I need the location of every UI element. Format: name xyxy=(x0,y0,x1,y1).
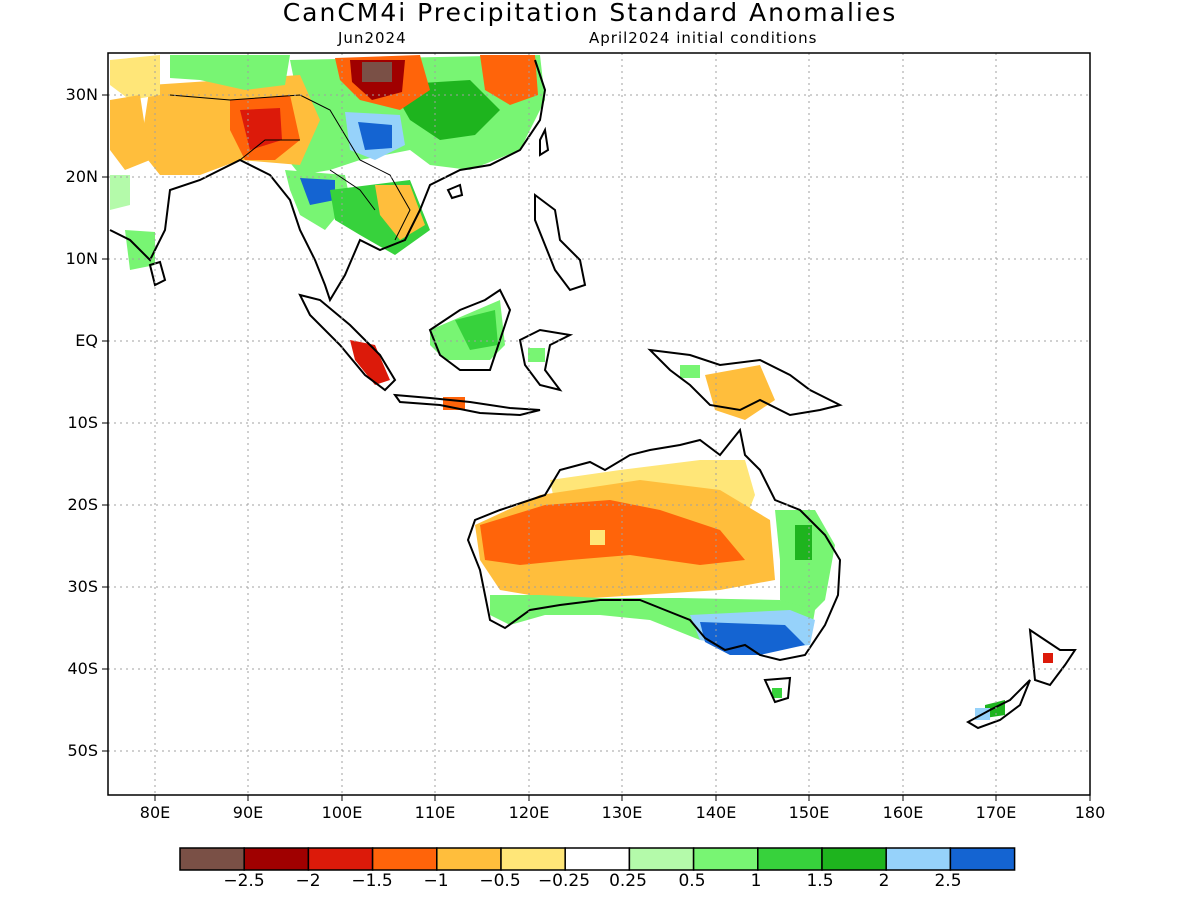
lat-label-50s: 50S xyxy=(67,741,98,760)
hainan-coast xyxy=(446,183,464,200)
lon-label-120e: 120E xyxy=(508,803,550,822)
new-zealand-dry xyxy=(1043,653,1053,663)
lat-label-20s: 20S xyxy=(67,495,98,514)
south-china-dry-core xyxy=(362,62,392,82)
gridlines xyxy=(108,53,1090,795)
colorbar-swatch xyxy=(307,847,374,871)
tick-marks xyxy=(102,94,1091,801)
coastlines xyxy=(109,59,1077,730)
lat-label-20n: 20N xyxy=(65,167,98,186)
tasmania-wet xyxy=(772,688,782,698)
sumatra-dry xyxy=(350,340,390,385)
east-australia-wet xyxy=(775,510,835,615)
colorbar-swatch xyxy=(628,847,695,871)
lon-label-140e: 140E xyxy=(695,803,737,822)
lon-label-80e: 80E xyxy=(139,803,171,822)
new-guinea-wet xyxy=(680,365,700,378)
java-coast xyxy=(392,393,541,417)
northeast-china-dry xyxy=(480,55,538,105)
colorbar-swatch xyxy=(821,847,887,871)
philippines-coast xyxy=(534,193,587,292)
borneo-wet-core xyxy=(455,310,498,350)
borders xyxy=(169,94,411,241)
myanmar-wet-core xyxy=(300,178,335,205)
new-guinea-coast xyxy=(647,348,843,417)
australia-coast xyxy=(466,427,842,662)
lon-label-170e: 170E xyxy=(975,803,1017,822)
yunnan-wet-core xyxy=(358,122,392,150)
lat-label-30n: 30N xyxy=(65,85,98,104)
initial-conditions-label: April2024 initial conditions xyxy=(589,29,818,47)
colorbar-label: −2 xyxy=(295,871,321,891)
india-dry-west-2 xyxy=(110,95,150,170)
colorbar-label: −2.5 xyxy=(223,871,265,891)
sulawesi-coast xyxy=(518,328,574,392)
colorbar-label: 1 xyxy=(750,871,762,891)
lon-label-150e: 150E xyxy=(788,803,830,822)
himalaya-wet xyxy=(170,55,290,90)
colorbar-label: −1.5 xyxy=(351,871,393,891)
australia-interior-dry-core xyxy=(480,500,745,565)
lon-label-90e: 90E xyxy=(232,803,264,822)
colorbar-swatch xyxy=(371,847,438,871)
colorbar-label: 0.25 xyxy=(609,871,647,891)
colorbar-swatch xyxy=(949,847,1016,871)
east-australia-wet-core xyxy=(795,525,812,560)
colorbar-label: −1 xyxy=(423,871,449,891)
colorbar-swatch xyxy=(500,847,566,871)
lat-label-10s: 10S xyxy=(67,413,98,432)
new-zealand-south xyxy=(965,679,1031,730)
colorbar-swatch xyxy=(564,847,631,871)
colorbar-swatch xyxy=(436,847,502,871)
borneo-coast xyxy=(428,288,512,371)
colorbar-swatch xyxy=(243,847,310,871)
sumatra-coast xyxy=(298,293,397,392)
colorbar-label: 2 xyxy=(878,871,890,891)
asia-coast xyxy=(109,59,547,303)
colorbar-label: 0.5 xyxy=(678,871,706,891)
lat-label-40s: 40S xyxy=(67,659,98,678)
lon-label-130e: 130E xyxy=(601,803,643,822)
tasmania-coast xyxy=(763,676,792,704)
colorbar-label: −0.5 xyxy=(479,871,521,891)
lat-label-30s: 30S xyxy=(67,577,98,596)
southeast-australia-wet-core xyxy=(700,622,805,655)
lon-label-180: 180 xyxy=(1074,803,1106,822)
colorbar-swatch xyxy=(692,847,759,871)
new-zealand-north xyxy=(1028,627,1077,687)
colorbar-swatch xyxy=(885,847,952,871)
colorbar-swatch xyxy=(179,847,245,871)
australia-center-neutral xyxy=(590,530,605,545)
sulawesi-wet xyxy=(528,348,545,362)
lon-label-100e: 100E xyxy=(321,803,363,822)
colorbar-label: 1.5 xyxy=(806,871,834,891)
taiwan-coast xyxy=(539,126,550,157)
colorbar-swatch xyxy=(757,847,823,871)
lon-label-160e: 160E xyxy=(882,803,924,822)
sri-lanka-coast xyxy=(148,260,167,287)
lat-label-eq: EQ xyxy=(75,331,98,350)
lon-label-110e: 110E xyxy=(414,803,456,822)
anomaly-field xyxy=(110,55,1053,720)
chart-title: CanCM4i Precipitation Standard Anomalies xyxy=(282,0,898,27)
colorbar-label: −0.25 xyxy=(537,871,591,891)
colorbar-label: 2.5 xyxy=(934,871,962,891)
india-wet-northwest xyxy=(110,175,130,210)
lat-label-10n: 10N xyxy=(65,249,98,268)
colorbar xyxy=(179,847,1016,871)
new-guinea-dry-core xyxy=(722,378,757,412)
valid-month-label: Jun2024 xyxy=(338,29,407,47)
india-dry-west xyxy=(110,55,160,100)
plot-frame xyxy=(107,52,1091,796)
